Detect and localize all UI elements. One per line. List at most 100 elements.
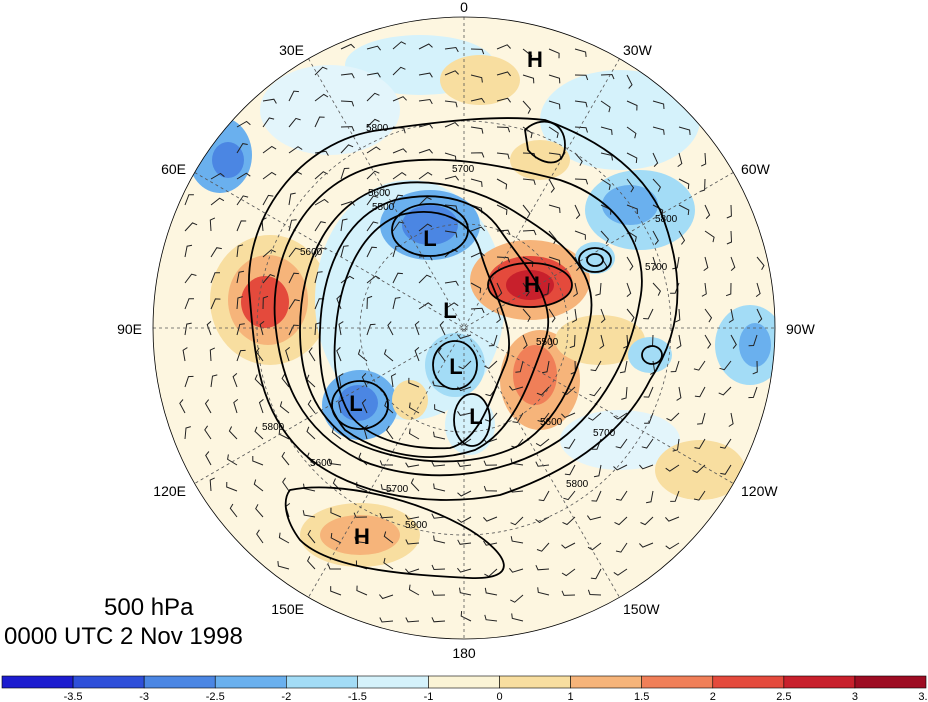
wind-barb bbox=[281, 373, 290, 388]
wind-barb bbox=[621, 386, 628, 400]
wind-barb bbox=[256, 529, 264, 544]
wind-barb bbox=[262, 98, 277, 104]
wind-barb bbox=[366, 92, 380, 102]
colorbar: -3.5 -3 -2.5 -2 -1.5 -1 0 1 1.5 2 2.5 3 3.5 bbox=[1, 675, 928, 702]
high-center-label: H bbox=[354, 524, 370, 549]
wind-barb bbox=[206, 321, 212, 336]
wind-barb bbox=[314, 221, 326, 232]
wind-barb bbox=[726, 230, 733, 245]
wind-barb bbox=[591, 490, 602, 502]
wind-barb bbox=[522, 308, 531, 323]
wind-barb bbox=[652, 178, 661, 192]
wind-barb bbox=[726, 204, 732, 219]
wind-barb bbox=[278, 429, 290, 440]
wind-barb bbox=[512, 412, 524, 424]
wind-barb bbox=[536, 542, 550, 552]
wind-barb bbox=[387, 321, 394, 336]
wind-barb bbox=[496, 126, 511, 133]
wind-barb bbox=[626, 74, 633, 89]
wind-barb bbox=[694, 438, 706, 450]
wind-barb bbox=[259, 321, 265, 336]
wind-barb bbox=[644, 412, 654, 424]
wind-barb bbox=[384, 400, 394, 414]
wind-barb bbox=[405, 514, 420, 520]
low-center-label: L bbox=[449, 354, 462, 379]
lon-label-0: 0 bbox=[460, 0, 468, 15]
contour-label-group: 5800 5700 5600 5500 5800 5700 5600 5500 … bbox=[262, 123, 678, 531]
wind-barb bbox=[537, 412, 550, 423]
low-contour-america bbox=[578, 247, 612, 273]
wind-barb bbox=[548, 256, 561, 266]
contour-label: 5600 bbox=[540, 417, 563, 428]
wind-barb bbox=[639, 464, 654, 470]
wind-barb bbox=[383, 531, 394, 544]
wind-barb bbox=[361, 399, 368, 414]
wind-barb bbox=[314, 247, 327, 258]
contour-5700 bbox=[273, 158, 643, 477]
wind-barb bbox=[600, 126, 613, 135]
wind-barb bbox=[366, 118, 380, 128]
wind-barb bbox=[281, 451, 290, 466]
lon-label-60e: 60E bbox=[161, 161, 186, 177]
colorbar-tick-label: 2 bbox=[710, 691, 716, 702]
contour-label: 5600 bbox=[300, 247, 323, 258]
wind-barb bbox=[496, 256, 510, 263]
wind-barb bbox=[457, 539, 472, 545]
colorbar-swatch bbox=[570, 675, 642, 689]
wind-barb bbox=[535, 516, 550, 524]
wind-barb bbox=[678, 230, 686, 245]
wind-barb bbox=[522, 100, 532, 114]
low-contour-america-inner bbox=[586, 253, 604, 267]
wind-barb bbox=[444, 100, 458, 108]
wind-barb bbox=[356, 481, 368, 492]
colorbar-swatch bbox=[214, 675, 287, 689]
wind-barb bbox=[331, 427, 342, 440]
wind-barb bbox=[236, 244, 244, 258]
wind-barb bbox=[535, 438, 550, 447]
colorbar-tick-label: 3 bbox=[852, 691, 858, 702]
contour-label: 5700 bbox=[452, 164, 475, 175]
wind-barb bbox=[366, 246, 377, 258]
wind-barb bbox=[626, 230, 637, 242]
wind-barb bbox=[652, 282, 661, 296]
wind-barb bbox=[444, 46, 459, 53]
wind-barb bbox=[210, 298, 221, 310]
wind-barb bbox=[236, 323, 245, 336]
wind-barb bbox=[236, 172, 251, 180]
colorbar-swatch bbox=[286, 675, 358, 689]
wind-barb bbox=[390, 373, 397, 388]
wind-barb bbox=[511, 613, 524, 622]
wind-barb bbox=[210, 172, 225, 180]
wind-barb bbox=[431, 564, 446, 571]
low-contour-southwest bbox=[331, 380, 389, 430]
wind-barb bbox=[470, 226, 485, 232]
wind-barb bbox=[483, 540, 498, 546]
wind-barb bbox=[718, 386, 732, 396]
pressure-centers: H L H L L L L H bbox=[349, 47, 543, 549]
wind-barb bbox=[510, 536, 524, 544]
wind-barb bbox=[457, 411, 472, 416]
wind-barb bbox=[306, 426, 316, 440]
wind-barb bbox=[340, 126, 355, 132]
wind-barb bbox=[470, 126, 484, 134]
wind-barb bbox=[379, 594, 394, 600]
wind-barb bbox=[496, 152, 510, 160]
wind-barb bbox=[574, 48, 587, 57]
wind-barb bbox=[665, 542, 680, 550]
wind-barb bbox=[496, 71, 511, 77]
wind-barb bbox=[228, 426, 238, 440]
wind-barb bbox=[626, 256, 634, 271]
wind-barb bbox=[418, 223, 433, 232]
wind-barb bbox=[615, 542, 628, 553]
wind-barb bbox=[692, 464, 706, 474]
wind-barb bbox=[385, 425, 394, 440]
wind-barb bbox=[340, 144, 354, 154]
wind-barb bbox=[418, 43, 433, 50]
wind-barb bbox=[563, 490, 576, 501]
wind-barb bbox=[184, 298, 194, 310]
wind-barb bbox=[338, 321, 344, 336]
colorbar-tick-label: -1.5 bbox=[348, 691, 367, 702]
wind-barb bbox=[678, 178, 690, 190]
wind-barb bbox=[210, 247, 222, 258]
wind-barb bbox=[379, 617, 394, 623]
